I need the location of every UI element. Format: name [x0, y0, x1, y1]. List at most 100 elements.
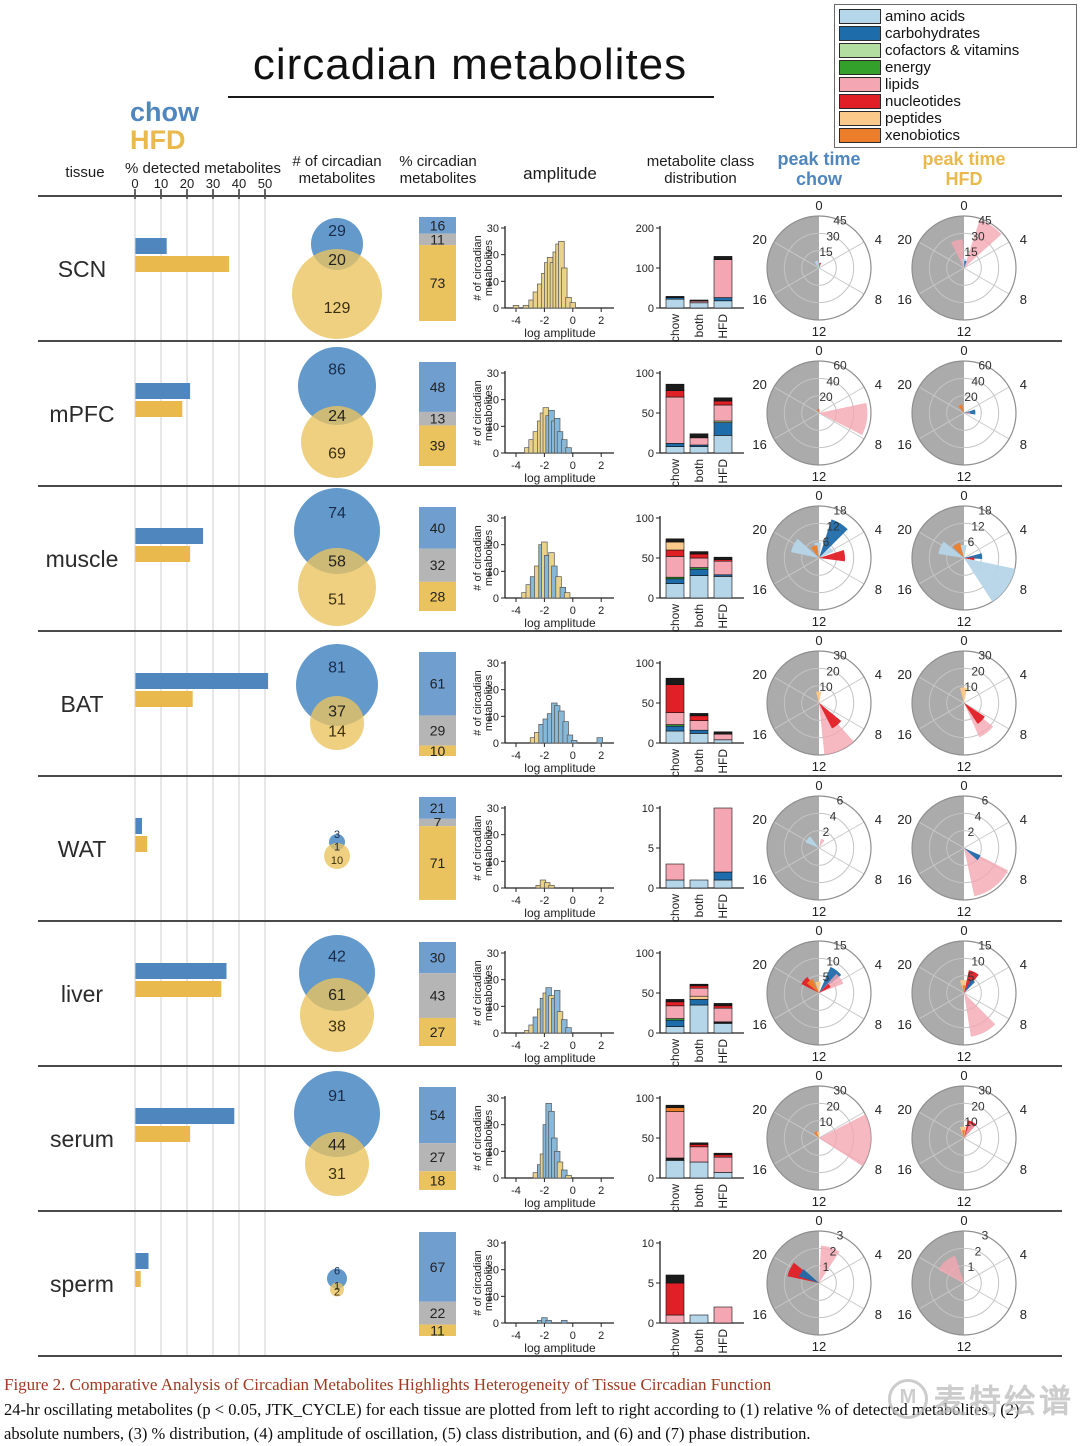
svg-text:39: 39 [430, 438, 446, 454]
legend-swatch-nucleotides [839, 94, 881, 109]
svg-text:-2: -2 [540, 1185, 550, 1197]
svg-text:67: 67 [430, 1259, 446, 1275]
svg-text:12: 12 [957, 1194, 971, 1209]
svg-text:HFD: HFD [716, 314, 730, 339]
svg-text:0: 0 [570, 605, 576, 617]
svg-text:16: 16 [897, 582, 911, 597]
svg-text:12: 12 [957, 1049, 971, 1064]
svg-text:1: 1 [334, 1280, 340, 1292]
svg-text:both: both [692, 749, 706, 772]
svg-text:0: 0 [493, 1318, 499, 1330]
svg-text:61: 61 [430, 676, 446, 692]
legend-item-energy: energy [839, 59, 1072, 76]
svg-text:both: both [692, 1329, 706, 1352]
legend-label: nucleotides [885, 93, 961, 110]
svg-text:serum: serum [50, 1126, 114, 1152]
svg-text:100: 100 [636, 948, 654, 960]
svg-text:38: 38 [328, 1019, 346, 1036]
svg-text:HFD: HFD [716, 604, 730, 629]
svg-text:4: 4 [875, 522, 882, 537]
svg-text:chow: chow [668, 749, 682, 777]
svg-text:30: 30 [487, 368, 499, 380]
svg-text:16: 16 [897, 1162, 911, 1177]
svg-text:2: 2 [334, 1286, 340, 1298]
svg-text:20: 20 [487, 1265, 499, 1277]
legend-swatch-peptides [839, 111, 881, 126]
svg-text:10: 10 [964, 680, 978, 694]
svg-text:both: both [692, 314, 706, 337]
venn-diagram: 6 12 [327, 1266, 347, 1298]
svg-text:12: 12 [812, 1049, 826, 1064]
class-distribution-chart: 0 5 10 chow both HFD [642, 1238, 744, 1357]
watermark-logo: M [887, 1379, 928, 1419]
legend-swatch-energy [839, 60, 881, 75]
svg-text:0: 0 [493, 448, 499, 460]
svg-text:40: 40 [971, 374, 985, 388]
svg-text:16: 16 [897, 1307, 911, 1322]
svg-text:16: 16 [752, 437, 766, 452]
svg-text:-2: -2 [540, 315, 550, 327]
svg-text:6: 6 [968, 535, 975, 549]
svg-text:muscle: muscle [46, 546, 119, 572]
svg-text:20: 20 [964, 390, 978, 404]
svg-text:-2: -2 [540, 895, 550, 907]
svg-text:2: 2 [598, 1330, 604, 1342]
watermark: M 麦特绘谱 [887, 1376, 1074, 1422]
svg-text:15: 15 [833, 939, 847, 953]
svg-text:8: 8 [875, 1162, 882, 1177]
svg-text:mPFC: mPFC [49, 401, 114, 427]
svg-text:100: 100 [636, 513, 654, 525]
legend-label: carbohydrates [885, 25, 981, 42]
svg-text:7: 7 [434, 814, 442, 830]
svg-text:11: 11 [430, 1322, 445, 1338]
svg-text:5: 5 [823, 970, 830, 984]
svg-text:30: 30 [833, 649, 847, 663]
svg-text:6: 6 [982, 794, 989, 808]
svg-text:0: 0 [570, 460, 576, 472]
svg-text:44: 44 [328, 1137, 346, 1154]
svg-text:2: 2 [598, 1185, 604, 1197]
svg-text:30: 30 [833, 1084, 847, 1098]
svg-text:20: 20 [897, 232, 911, 247]
venn-diagram: 31 10 [324, 829, 350, 869]
axis-tick-label: 50 [257, 176, 273, 191]
svg-text:log amplitude: log amplitude [524, 906, 596, 920]
svg-text:20: 20 [752, 957, 766, 972]
svg-text:20: 20 [752, 377, 766, 392]
svg-text:10: 10 [487, 421, 499, 433]
svg-text:2: 2 [598, 315, 604, 327]
svg-text:10: 10 [331, 855, 343, 867]
svg-text:log amplitude: log amplitude [524, 1051, 596, 1065]
svg-text:0: 0 [960, 633, 967, 648]
svg-text:10: 10 [487, 711, 499, 723]
svg-text:# of circadianmetabolites: # of circadianmetabolites [472, 815, 495, 880]
svg-text:16: 16 [430, 217, 446, 233]
svg-text:0: 0 [493, 1028, 499, 1040]
svg-text:73: 73 [430, 275, 446, 291]
svg-text:8: 8 [1020, 1017, 1027, 1032]
svg-text:4: 4 [875, 232, 882, 247]
svg-text:chow: chow [668, 1184, 682, 1212]
column-header-n-circadian: # of circadian metabolites [287, 153, 387, 188]
svg-text:HFD: HFD [716, 1184, 730, 1209]
svg-text:30: 30 [971, 229, 985, 243]
svg-text:12: 12 [812, 1194, 826, 1209]
caption-title: Figure 2. Comparative Analysis of Circad… [4, 1375, 772, 1394]
svg-text:16: 16 [752, 292, 766, 307]
tissue-label: sperm [50, 1271, 114, 1297]
svg-text:4: 4 [875, 1102, 882, 1117]
svg-text:48: 48 [430, 379, 446, 395]
svg-text:30: 30 [487, 658, 499, 670]
svg-text:27: 27 [430, 1024, 446, 1040]
svg-text:30: 30 [487, 948, 499, 960]
legend-label: lipids [885, 76, 920, 93]
